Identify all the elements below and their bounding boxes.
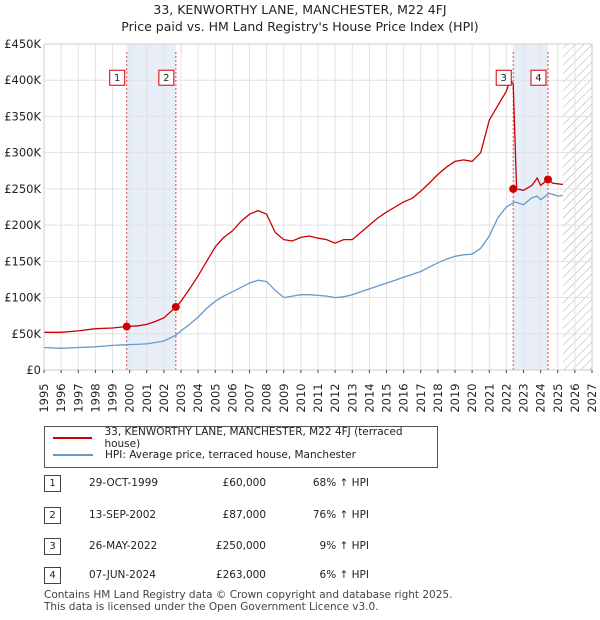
x-tick-label: 2019	[448, 383, 462, 412]
x-tick-label: 2017	[414, 383, 428, 412]
hpi-line	[44, 192, 563, 349]
sale-marker-box	[495, 69, 512, 86]
forecast-hatch	[562, 44, 592, 370]
y-tick-label: £300K	[4, 146, 41, 160]
sale-date: 26-MAY-2022	[89, 540, 158, 552]
y-tick-label: £100K	[4, 291, 41, 305]
x-tick-label: 2006	[225, 383, 239, 412]
sale-point	[122, 322, 131, 331]
sale-marker-label: 2	[163, 73, 169, 84]
y-tick-label: £350K	[4, 109, 41, 123]
x-tick-label: 2005	[208, 383, 222, 412]
x-tick-label: 2007	[243, 383, 257, 412]
x-tick-label: 2012	[328, 383, 342, 412]
y-tick-label: £400K	[4, 73, 41, 87]
x-tick-label: 1997	[71, 383, 85, 412]
x-tick-label: 2024	[534, 383, 548, 412]
legend-item-hpi: HPI: Average price, terraced house, Manc…	[53, 447, 356, 463]
sale-point	[543, 175, 552, 184]
x-tick-label: 2000	[123, 383, 137, 412]
x-tick-label: 2025	[551, 383, 565, 412]
x-tick-label: 2021	[482, 383, 496, 412]
sale-marker-label: 4	[535, 73, 541, 84]
x-tick-label: 2008	[260, 383, 274, 412]
legend-swatch-property	[53, 437, 93, 439]
y-tick-label: £50K	[12, 327, 42, 341]
sale-hpi-change: 6% ↑ HPI	[319, 569, 369, 581]
x-tick-label: 1998	[88, 383, 102, 412]
sale-number-badge: 3	[44, 538, 61, 555]
legend: 33, KENWORTHY LANE, MANCHESTER, M22 4FJ …	[44, 426, 438, 468]
x-tick-label: 2013	[345, 383, 359, 412]
sale-marker-box	[109, 69, 126, 86]
sale-point	[171, 302, 180, 311]
sale-price: £60,000	[222, 477, 266, 489]
x-tick-label: 2023	[517, 383, 531, 412]
sale-price: £263,000	[215, 569, 266, 581]
sale-marker-label: 3	[501, 73, 507, 84]
sale-date: 29-OCT-1999	[89, 477, 158, 489]
sale-row-3: 3 26-MAY-2022 £250,000 9% ↑ HPI	[44, 538, 464, 556]
x-tick-label: 2027	[585, 383, 599, 412]
sale-row-4: 4 07-JUN-2024 £263,000 6% ↑ HPI	[44, 567, 464, 585]
sale-period-shade	[126, 44, 176, 370]
x-tick-label: 2015	[380, 383, 394, 412]
x-tick-label: 2016	[397, 383, 411, 412]
sale-date: 13-SEP-2002	[89, 509, 157, 521]
footer-license: This data is licensed under the Open Gov…	[44, 601, 379, 613]
chart-subtitle: Price paid vs. HM Land Registry's House …	[121, 19, 479, 34]
sale-marker-label: 1	[114, 73, 120, 84]
price-chart: 1 2 3 4 £0 £50K £100K £150K £200K £250K £300K £350…	[4, 37, 599, 413]
sale-row-2: 2 13-SEP-2002 £87,000 76% ↑ HPI	[44, 507, 464, 525]
x-tick-label: 2003	[174, 383, 188, 412]
x-tick-label: 2010	[294, 383, 308, 412]
sale-row-1: 1 29-OCT-1999 £60,000 68% ↑ HPI	[44, 475, 464, 493]
x-tick-label: 2002	[157, 383, 171, 412]
legend-swatch-hpi	[53, 454, 93, 456]
sale-marker-box	[158, 69, 175, 86]
y-tick-label: £150K	[4, 254, 41, 268]
x-tick-label: 2014	[362, 383, 376, 412]
sale-point	[509, 184, 518, 193]
sale-period-shade	[513, 44, 548, 370]
sale-hpi-change: 76% ↑ HPI	[312, 509, 369, 521]
sale-number-badge: 4	[44, 567, 61, 584]
x-tick-label: 1996	[54, 383, 68, 412]
x-tick-label: 2018	[431, 383, 445, 412]
footer-copyright: Contains HM Land Registry data © Crown c…	[44, 589, 453, 601]
sale-hpi-change: 68% ↑ HPI	[312, 477, 369, 489]
sale-number-badge: 2	[44, 507, 61, 524]
x-tick-label: 2026	[568, 383, 582, 412]
x-tick-label: 2009	[277, 383, 291, 412]
sale-number-badge: 1	[44, 475, 61, 492]
sale-hpi-change: 9% ↑ HPI	[319, 540, 369, 552]
y-tick-label: £0	[26, 363, 41, 377]
y-tick-label: £450K	[4, 37, 41, 51]
x-tick-label: 1999	[106, 383, 120, 412]
x-tick-label: 2020	[465, 383, 479, 412]
x-tick-label: 2001	[140, 383, 154, 412]
sale-price: £250,000	[215, 540, 266, 552]
sale-marker-box	[530, 69, 547, 86]
chart-title: 33, KENWORTHY LANE, MANCHESTER, M22 4FJ	[153, 2, 447, 17]
legend-item-property: 33, KENWORTHY LANE, MANCHESTER, M22 4FJ …	[53, 426, 437, 450]
legend-label-property: 33, KENWORTHY LANE, MANCHESTER, M22 4FJ …	[104, 426, 403, 450]
y-tick-label: £200K	[4, 218, 41, 232]
x-tick-label: 2004	[191, 383, 205, 412]
x-tick-label: 1995	[37, 383, 51, 412]
legend-label-hpi: HPI: Average price, terraced house, Manc…	[105, 449, 356, 461]
x-tick-label: 2011	[311, 383, 325, 412]
sale-date: 07-JUN-2024	[89, 569, 156, 581]
x-tick-label: 2022	[499, 383, 513, 412]
y-tick-label: £250K	[4, 182, 41, 196]
sale-price: £87,000	[222, 509, 266, 521]
